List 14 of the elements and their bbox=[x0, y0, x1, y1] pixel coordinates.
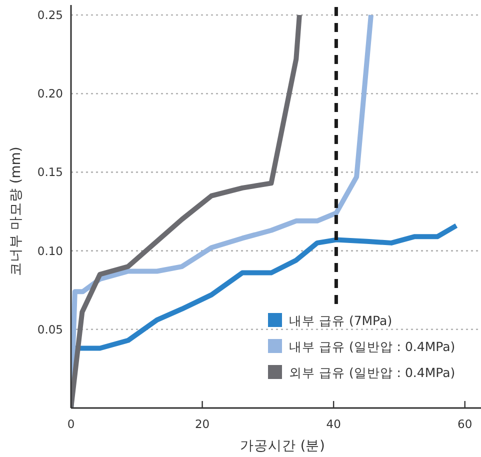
y-tick-label: 0.10 bbox=[37, 244, 63, 258]
legend-label: 외부 급유 (일반압 : 0.4MPa) bbox=[289, 365, 456, 380]
x-tick-label: 40 bbox=[326, 417, 341, 431]
y-tick-label: 0.25 bbox=[37, 8, 63, 22]
y-tick-label: 0.20 bbox=[37, 86, 63, 101]
y-tick-label: 0.15 bbox=[37, 165, 63, 180]
x-axis-title: 가공시간 (분) bbox=[240, 438, 325, 454]
y-axis-title: 코너부 마모량 (mm) bbox=[8, 146, 24, 276]
legend-label: 내부 급유 (일반압 : 0.4MPa) bbox=[289, 339, 456, 354]
x-tick-label: 20 bbox=[194, 417, 210, 431]
y-tick-label: 0.05 bbox=[37, 322, 63, 336]
x-tick-label: 60 bbox=[458, 417, 472, 431]
legend-label: 내부 급유 (7MPa) bbox=[289, 313, 392, 328]
x-tick-label: 0 bbox=[67, 417, 75, 431]
